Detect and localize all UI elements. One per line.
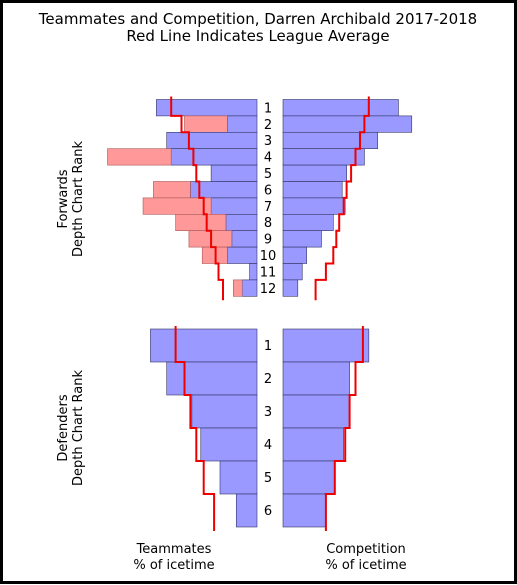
- fwd-teammates-bar-6: [190, 181, 258, 199]
- forwards-teammates-panel: [107, 96, 258, 301]
- def-competition-bar-6: [282, 493, 327, 528]
- fwd-teammates-overflow-bar-12: [233, 279, 243, 297]
- def-teammates-bar-6: [235, 493, 258, 528]
- defenders-rank-labels: 1 2 3 4 5 6: [264, 339, 272, 519]
- def-rank-label-1: 1: [264, 339, 272, 354]
- fwd-rank-label-6: 6: [264, 183, 272, 198]
- def-competition-bar-3: [282, 394, 350, 429]
- fwd-teammates-overflow-bar-8: [175, 214, 227, 232]
- def-competition-bar-2: [282, 361, 350, 396]
- fwd-competition-bar-10: [282, 246, 307, 264]
- fwd-teammates-overflow-bar-6: [153, 181, 191, 199]
- fwd-rank-label-5: 5: [264, 167, 272, 182]
- fwd-competition-bar-8: [282, 214, 334, 232]
- fwd-rank-label-10: 10: [260, 249, 277, 264]
- def-rank-label-6: 6: [264, 504, 272, 519]
- fwd-teammates-overflow-bar-2: [184, 115, 228, 133]
- fwd-competition-bar-6: [282, 181, 343, 199]
- def-competition-league-avg-line: [324, 326, 364, 531]
- fwd-teammates-overflow-bar-7: [142, 197, 212, 215]
- fwd-competition-league-avg-line: [314, 96, 370, 301]
- xlabel-competition-line1: Competition: [326, 542, 406, 557]
- fwd-teammates-league-avg-line: [170, 96, 224, 301]
- forwards-ylabel-line1: Forwards: [56, 169, 71, 228]
- fwd-teammates-bar-8: [225, 214, 258, 232]
- fwd-rank-label-1: 1: [264, 101, 272, 116]
- fwd-competition-bar-5: [282, 164, 347, 182]
- fwd-teammates-bar-3: [166, 132, 258, 150]
- fwd-teammates-bar-9: [231, 230, 258, 248]
- fwd-teammates-bar-11: [249, 263, 258, 281]
- xlabel-teammates-line2: % of icetime: [133, 558, 214, 573]
- defenders-teammates-panel: [150, 326, 258, 531]
- xlabel-competition-line2: % of icetime: [325, 558, 406, 573]
- fwd-rank-label-9: 9: [264, 233, 272, 248]
- def-teammates-league-avg-line: [174, 326, 216, 531]
- fwd-competition-bar-12: [282, 279, 299, 297]
- def-teammates-bar-1: [150, 328, 258, 363]
- def-teammates-bar-3: [191, 394, 258, 429]
- fwd-teammates-bar-4: [170, 148, 258, 166]
- fwd-teammates-bar-2: [227, 115, 258, 133]
- fwd-teammates-bar-12: [241, 279, 258, 297]
- def-teammates-bar-4: [200, 427, 258, 462]
- fwd-competition-bar-4: [282, 148, 365, 166]
- fwd-competition-bar-2: [282, 115, 413, 133]
- fwd-teammates-overflow-bar-4: [107, 148, 172, 166]
- fwd-rank-label-8: 8: [264, 216, 272, 231]
- def-rank-label-3: 3: [264, 405, 272, 420]
- defenders-competition-panel: [282, 326, 370, 531]
- chart-svg: Teammates and Competition, Darren Archib…: [38, 10, 477, 573]
- fwd-competition-bar-3: [282, 132, 379, 150]
- def-rank-label-5: 5: [264, 471, 272, 486]
- def-rank-label-2: 2: [264, 372, 272, 387]
- fwd-teammates-bar-7: [210, 197, 258, 215]
- defenders-ylabel-line1: Defenders: [56, 394, 71, 461]
- fwd-teammates-bar-10: [227, 246, 258, 264]
- fwd-competition-bar-7: [282, 197, 346, 215]
- xlabel-teammates-line1: Teammates: [136, 542, 212, 557]
- def-rank-label-4: 4: [264, 438, 272, 453]
- forwards-ylabel-line2: Depth Chart Rank: [71, 141, 86, 258]
- forwards-competition-panel: [282, 96, 413, 301]
- def-competition-bar-5: [282, 460, 336, 495]
- chart-title-line2: Red Line Indicates League Average: [126, 27, 389, 45]
- fwd-teammates-bar-5: [210, 164, 258, 182]
- def-teammates-bar-5: [219, 460, 258, 495]
- fwd-competition-bar-11: [282, 263, 303, 281]
- fwd-rank-label-3: 3: [264, 134, 272, 149]
- fwd-rank-label-4: 4: [264, 151, 272, 166]
- fwd-competition-bar-1: [282, 99, 399, 117]
- def-competition-bar-4: [282, 427, 344, 462]
- def-teammates-bar-2: [166, 361, 258, 396]
- def-competition-bar-1: [282, 328, 370, 363]
- defenders-ylabel-line2: Depth Chart Rank: [71, 370, 86, 487]
- fwd-rank-label-2: 2: [264, 118, 272, 133]
- chart-title-line1: Teammates and Competition, Darren Archib…: [38, 10, 477, 28]
- fwd-rank-label-7: 7: [264, 200, 272, 215]
- fwd-rank-label-12: 12: [260, 282, 277, 297]
- fwd-competition-bar-9: [282, 230, 322, 248]
- fwd-rank-label-11: 11: [260, 265, 277, 280]
